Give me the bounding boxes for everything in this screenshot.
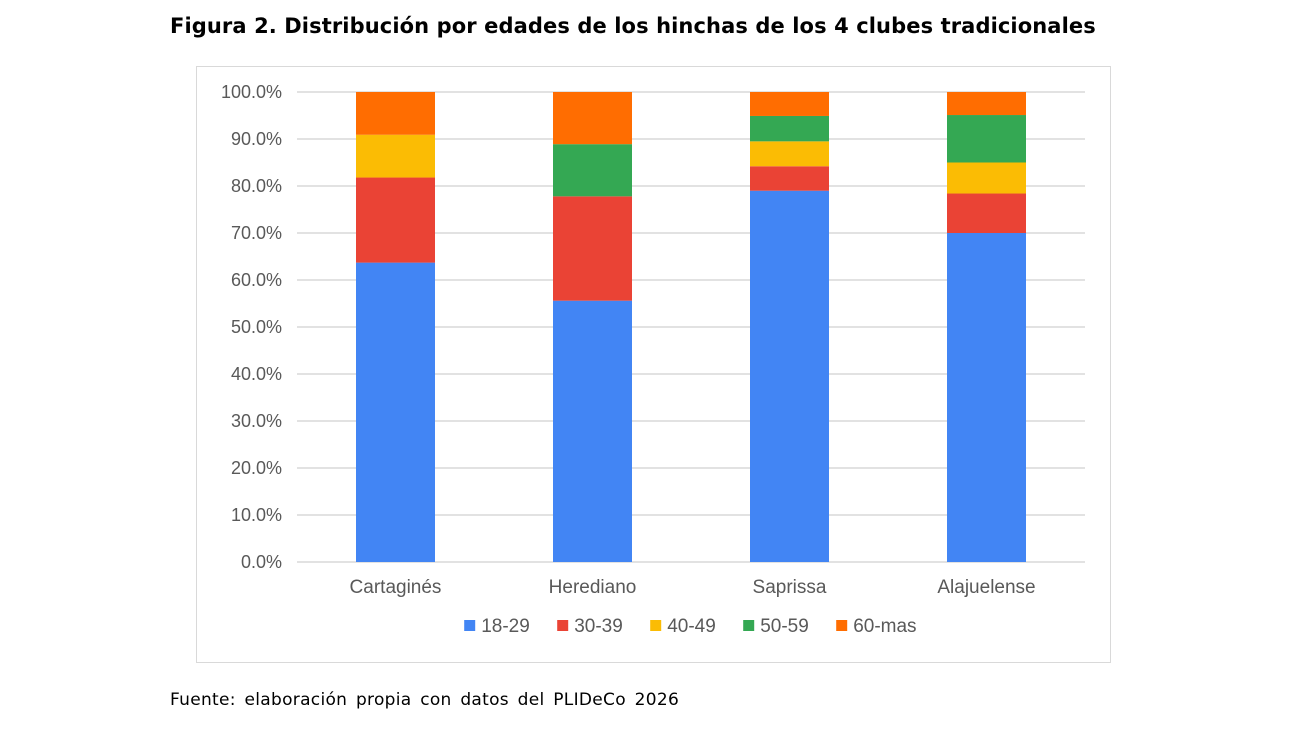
y-tick-label: 50.0% — [231, 317, 282, 337]
bar-segment-18-29 — [947, 233, 1026, 562]
x-category-label: Cartaginés — [350, 577, 442, 598]
y-tick-label: 60.0% — [231, 270, 282, 290]
bar-segment-60-mas — [947, 92, 1026, 116]
bar-segment-50-59 — [553, 144, 632, 197]
figure-title: Figura 2. Distribución por edades de los… — [170, 14, 1096, 38]
legend-label: 40-49 — [667, 616, 716, 637]
x-category-label: Alajuelense — [937, 577, 1035, 598]
legend-swatch — [464, 620, 476, 631]
bar-segment-30-39 — [947, 193, 1026, 233]
source-note: Fuente: elaboración propia con datos del… — [170, 690, 680, 710]
bar-segment-50-59 — [947, 115, 1026, 163]
chart-area: 0.0% 10.0% 20.0% 30.0% 40.0% 50.0% 60.0% 70.0% 8… — [196, 66, 1111, 663]
y-tick-label: 0.0% — [241, 552, 282, 572]
bar-segment-60-mas — [750, 92, 829, 116]
y-tick-label: 90.0% — [231, 129, 282, 149]
y-tick-label: 30.0% — [231, 411, 282, 431]
legend-label: 18-29 — [481, 616, 530, 637]
y-tick-label: 10.0% — [231, 505, 282, 525]
bar-segment-50-59 — [750, 115, 829, 142]
bar-segment-40-49 — [750, 141, 829, 167]
y-tick-label: 70.0% — [231, 223, 282, 243]
y-tick-label: 100.0% — [221, 82, 282, 102]
bar-segment-18-29 — [356, 262, 435, 562]
bar-segment-30-39 — [553, 196, 632, 301]
bar-segment-30-39 — [750, 166, 829, 191]
bar-segment-18-29 — [553, 300, 632, 562]
bar-segment-40-49 — [947, 162, 1026, 194]
bar-segment-18-29 — [750, 190, 829, 562]
legend-swatch — [557, 620, 569, 631]
stacked-bar-chart: 0.0% 10.0% 20.0% 30.0% 40.0% 50.0% 60.0% 70.0% 8… — [221, 82, 1085, 637]
bar-segment-40-49 — [356, 134, 435, 178]
x-category-label: Saprissa — [753, 577, 827, 598]
y-tick-label: 40.0% — [231, 364, 282, 384]
bar-segment-30-39 — [356, 177, 435, 263]
y-tick-label: 20.0% — [231, 458, 282, 478]
legend-swatch — [650, 620, 662, 631]
x-category-label: Herediano — [549, 577, 637, 598]
bar-segment-60-mas — [553, 92, 632, 145]
legend-label: 50-59 — [760, 616, 809, 637]
y-tick-label: 80.0% — [231, 176, 282, 196]
bar-segment-60-mas — [356, 92, 435, 135]
legend-swatch — [743, 620, 755, 631]
legend-label: 60-mas — [853, 616, 916, 637]
legend-swatch — [836, 620, 848, 631]
legend-label: 30-39 — [574, 616, 623, 637]
